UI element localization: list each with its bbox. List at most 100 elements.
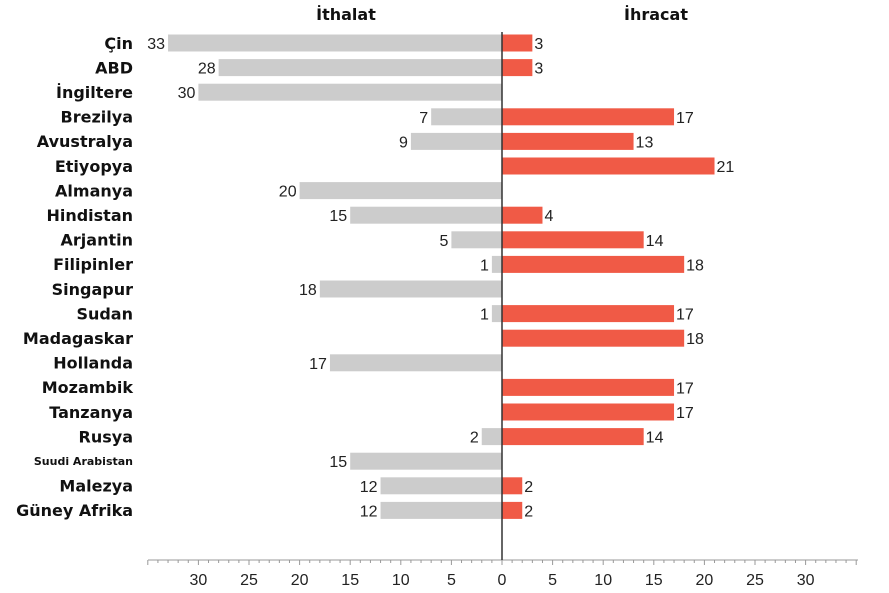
x-tick-label: 0 [498,572,507,589]
category-label: Avustralya [37,132,133,151]
bar-ihracat [502,501,523,519]
bar-ihracat [502,59,533,77]
x-axis: 30 25 20 15 10 5 0 5 10 15 20 25 30 [147,559,858,589]
category-label: Etiyopya [55,157,133,176]
bar-ithalat [380,477,502,495]
bar-ithalat [350,206,502,224]
category-label: Çin [104,34,133,53]
bar-ithalat [319,280,502,298]
value-label-ithalat: 1 [480,307,489,324]
value-label-ihracat: 18 [686,331,704,348]
x-tick-label: 5 [548,572,557,589]
value-label-ihracat: 13 [636,134,654,151]
category-label: Almanya [55,181,133,200]
value-label-ihracat: 2 [524,479,533,496]
x-tick-label: 5 [447,572,456,589]
bar-ithalat [350,452,502,470]
x-tick-label: 10 [392,572,410,589]
value-label-ihracat: 17 [676,380,694,397]
value-label-ihracat: 17 [676,405,694,422]
bar-ithalat [198,83,502,101]
category-label: İngiltere [56,83,133,102]
category-label: Rusya [79,427,133,446]
category-label: Madagaskar [23,329,133,348]
bar-ihracat [502,108,675,126]
bar-ihracat [502,329,685,347]
category-label: Malezya [59,477,133,496]
bar-ithalat [481,428,502,446]
category-label: Filipinler [53,255,133,274]
category-label: Tanzanya [49,403,133,422]
x-tick-label: 25 [746,572,764,589]
bar-ithalat [431,108,502,126]
bar-ithalat [299,182,502,200]
value-label-ihracat: 17 [676,307,694,324]
value-label-ithalat: 30 [178,85,196,102]
value-label-ithalat: 33 [147,36,165,53]
category-label: Hindistan [46,206,133,225]
value-label-ithalat: 15 [329,208,347,225]
value-label-ihracat: 4 [544,208,553,225]
value-label-ihracat: 2 [524,503,533,520]
bar-ithalat [491,305,502,323]
value-label-ithalat: 9 [399,134,408,151]
category-label: Singapur [52,280,133,299]
bar-ithalat [451,231,502,249]
bar-ithalat [380,501,502,519]
category-labels: Çin ABD İngiltere Brezilya Avustralya Etiyopy… [16,34,133,520]
bar-ihracat [502,477,523,495]
value-label-ihracat: 3 [534,61,543,78]
value-label-ithalat: 15 [329,454,347,471]
category-label: Brezilya [61,108,133,127]
value-label-ithalat: 12 [360,503,378,520]
bar-ithalat [491,255,502,273]
bar-ihracat [502,34,533,52]
bar-ihracat [502,132,634,150]
x-tick-label: 15 [645,572,663,589]
bar-ithalat [329,354,502,372]
bar-ihracat [502,206,543,224]
x-tick-label: 20 [291,572,309,589]
value-label-ihracat: 3 [534,36,543,53]
x-tick-label: 20 [696,572,714,589]
series-header-ithalat: İthalat [316,5,376,24]
category-label: Hollanda [53,354,133,373]
category-label: Arjantin [61,231,133,250]
category-label: ABD [95,58,133,77]
series-header-ihracat: İhracat [624,5,688,24]
x-tick-label: 30 [797,572,815,589]
value-label-ithalat: 20 [279,184,297,201]
bar-ithalat [218,59,502,77]
category-label: Mozambik [42,378,134,397]
bar-ihracat [502,157,715,175]
value-label-ithalat: 18 [299,282,317,299]
value-label-ithalat: 12 [360,479,378,496]
value-label-ihracat: 18 [686,257,704,274]
value-label-ithalat: 1 [480,257,489,274]
x-tick-label: 15 [341,572,359,589]
value-label-ihracat: 21 [717,159,735,176]
value-label-ithalat: 2 [470,430,479,447]
bar-ithalat [168,34,503,52]
series-headers: İthalat İhracat [316,5,688,24]
bar-ihracat [502,255,685,273]
value-label-ihracat: 14 [646,233,664,250]
bars [168,34,715,519]
value-label-ihracat: 14 [646,430,664,447]
bar-ihracat [502,403,675,421]
category-label: Sudan [76,304,133,323]
category-label: Güney Afrika [16,501,133,520]
x-tick-label: 10 [594,572,612,589]
value-label-ithalat: 17 [309,356,327,373]
x-tick-label: 30 [190,572,208,589]
value-label-ithalat: 5 [439,233,448,250]
bar-ihracat [502,305,675,323]
bar-ihracat [502,428,644,446]
bar-ithalat [410,132,502,150]
category-label: Suudi Arabistan [34,455,133,468]
bar-ihracat [502,378,675,396]
value-label-ithalat: 7 [419,110,428,127]
bar-ihracat [502,231,644,249]
